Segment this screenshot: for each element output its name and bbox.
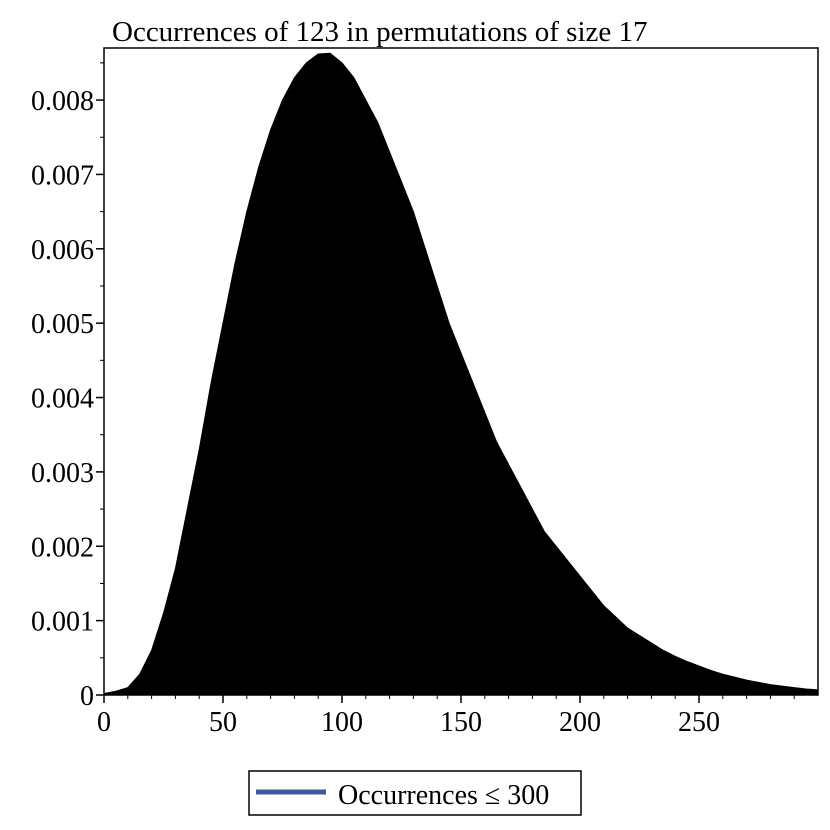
y-tick-label: 0.006 — [31, 235, 94, 266]
axes: 0 50 100 150 200 250 0 0.001 0.002 0.003 0.004 0.00… — [31, 47, 819, 738]
x-tick-label: 50 — [209, 707, 237, 738]
area-series — [103, 52, 819, 696]
x-tick-label: 150 — [440, 707, 482, 738]
legend: Occurrences ≤ 300 — [248, 770, 582, 816]
x-tick-label: 100 — [321, 707, 363, 738]
y-tick-label: 0.003 — [31, 458, 94, 489]
y-tick-label: 0.007 — [31, 160, 94, 191]
x-tick-label: 200 — [559, 707, 601, 738]
y-tick-label: 0.005 — [31, 309, 94, 340]
y-tick-label: 0.008 — [31, 86, 94, 117]
chart-title: Occurrences of 123 in permutations of si… — [112, 16, 648, 48]
x-tick-label: 0 — [97, 707, 111, 738]
y-tick-label: 0 — [80, 681, 94, 712]
x-tick-label: 250 — [678, 707, 720, 738]
legend-label: Occurrences ≤ 300 — [338, 780, 549, 811]
plot-area — [103, 52, 819, 696]
y-tick-label: 0.001 — [31, 607, 94, 638]
y-tick-label: 0.004 — [31, 384, 94, 415]
y-tick-label: 0.002 — [31, 532, 94, 563]
